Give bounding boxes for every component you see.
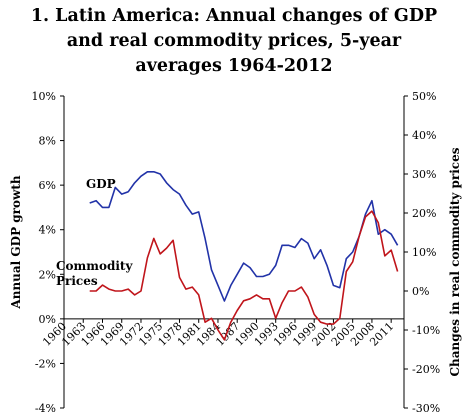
y-right-tick-label: 20% — [412, 207, 436, 220]
chart-title-line-3: averages 1964-2012 — [135, 56, 333, 76]
y-left-tick-label: 4% — [39, 224, 56, 237]
y-left-tick-label: 8% — [39, 135, 56, 148]
chart-title-line-1: 1. Latin America: Annual changes of GDP — [30, 6, 438, 26]
series-label-commodity-prices: Prices — [56, 274, 98, 288]
y-right-tick-label: 0% — [412, 285, 429, 298]
y-right-tick-label: 50% — [412, 90, 436, 103]
y-left-tick-label: 2% — [39, 268, 56, 281]
chart-title-line-2: and real commodity prices, 5-year — [66, 31, 402, 51]
y-right-tick-label: 40% — [412, 129, 436, 142]
series-label-commodity-prices: Commodity — [56, 259, 133, 273]
series-label-gdp: GDP — [86, 177, 116, 191]
series-line-gdp — [89, 171, 399, 302]
y-left-tick-label: 10% — [32, 90, 56, 103]
series-line-commodity-prices — [89, 210, 399, 341]
y-right-tick-label: 30% — [412, 168, 436, 181]
y-right-tick-label: -30% — [412, 402, 440, 415]
y-right-tick-label: -10% — [412, 324, 440, 337]
y-left-tick-label: 0% — [39, 313, 56, 326]
y-axis-left-title: Annual GDP growth — [9, 175, 23, 309]
y-left-tick-label: 6% — [39, 179, 56, 192]
y-right-tick-label: 10% — [412, 246, 436, 259]
y-axis-right-title: Changes in real commodity prices — [448, 147, 462, 376]
y-left-tick-label: -4% — [35, 402, 56, 415]
y-right-tick-label: -20% — [412, 363, 440, 376]
y-left-tick-label: -2% — [35, 357, 56, 370]
